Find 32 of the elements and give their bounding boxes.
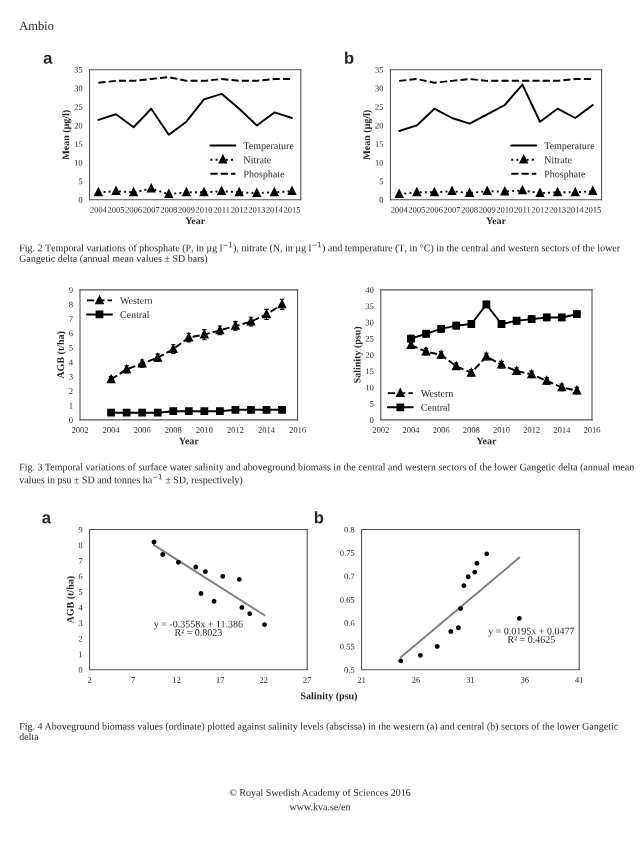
chart-title: a [43, 54, 53, 64]
point [107, 408, 115, 417]
point [184, 407, 193, 416]
point [169, 407, 178, 416]
point [417, 652, 423, 658]
point [484, 551, 490, 557]
point [153, 408, 162, 417]
point [398, 658, 404, 664]
point [122, 408, 131, 417]
point [175, 559, 181, 565]
point [262, 405, 271, 414]
point [216, 407, 224, 416]
point [211, 598, 217, 604]
point [516, 615, 522, 621]
point [193, 564, 199, 570]
chart-title: a [42, 514, 52, 524]
point [474, 560, 480, 566]
point [231, 405, 240, 414]
line-series [398, 83, 594, 132]
point [472, 569, 478, 575]
point [200, 407, 209, 416]
point [138, 408, 147, 417]
chart-title: b [345, 51, 354, 64]
point [220, 573, 226, 579]
point [465, 574, 471, 580]
chart-title: b [314, 511, 324, 524]
point [202, 569, 208, 575]
point [247, 611, 253, 617]
line-series [97, 92, 293, 136]
point [461, 583, 467, 589]
point [247, 405, 255, 414]
point [278, 405, 286, 414]
